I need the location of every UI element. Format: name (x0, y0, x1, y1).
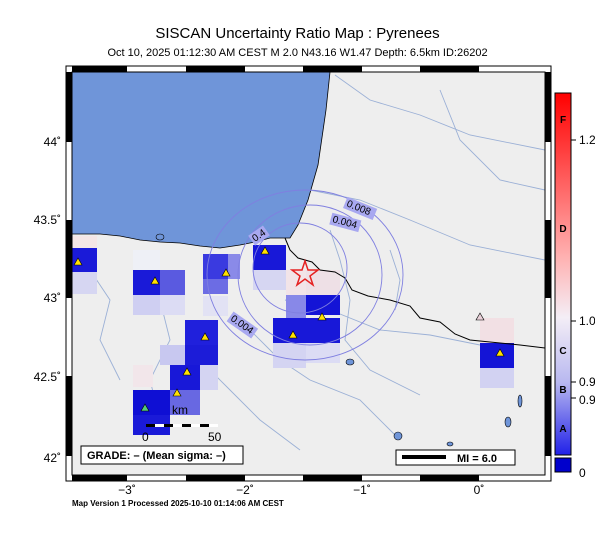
mi-legend-text: MI = 6.0 (457, 453, 497, 465)
scale-tick: 50 (208, 430, 222, 444)
lat-label: 43˚ (44, 291, 61, 305)
grade-box: GRADE: – (Mean sigma: –) (80, 445, 244, 465)
station-triangle (221, 268, 231, 277)
station-triangle (140, 403, 150, 412)
station-triangle (260, 246, 270, 255)
station-triangle (288, 330, 298, 339)
colorbar-gradient (554, 92, 572, 456)
grade-d-label: D (559, 224, 566, 235)
station-triangle (182, 367, 192, 376)
longitude-labels: −3˚ −2˚ −1˚ 0˚ (118, 483, 484, 497)
epicenter-star (289, 258, 321, 288)
station-triangle (73, 257, 83, 266)
stations (73, 246, 505, 412)
scale-unit: km (172, 403, 188, 417)
lon-label: −2˚ (236, 483, 254, 497)
ocean-area (72, 72, 331, 249)
lat-label: 42.5˚ (34, 370, 61, 384)
map-title: SISCAN Uncertainty Ratio Map : Pyrenees (155, 25, 440, 42)
grade-text: GRADE: – (Mean sigma: –) (87, 450, 226, 462)
grade-b-label: B (559, 385, 566, 396)
station-triangle (475, 312, 485, 321)
scale-tick: 0 (142, 430, 149, 444)
station-triangle (172, 388, 182, 397)
grade-f-label: F (560, 115, 566, 126)
lakes (155, 233, 523, 447)
lat-label: 42˚ (44, 451, 61, 465)
mi-legend: MI = 6.0 (395, 449, 516, 466)
latitude-labels: 44˚ 43.5˚ 43˚ 42.5˚ 42˚ (34, 135, 61, 465)
station-triangle (495, 348, 505, 357)
processing-footer: Map Version 1 Processed 2025-10-10 01:14… (72, 499, 284, 508)
station-triangle (317, 312, 327, 321)
colorbar-min-swatch (554, 457, 572, 473)
lat-label: 44˚ (44, 135, 61, 149)
colorbar-value: 0.9 (579, 393, 595, 407)
lon-label: −1˚ (353, 483, 371, 497)
colorbar-value: 1.2 (579, 133, 595, 147)
grade-c-label: C (559, 346, 566, 357)
station-triangle (150, 276, 160, 285)
colorbar: F D C B A 1.2 1.0 0.9 0.9 0 (554, 92, 595, 480)
lat-label: 43.5˚ (34, 213, 61, 227)
contour-lines (206, 189, 404, 361)
colorbar-value: 0 (579, 466, 586, 480)
lon-label: −3˚ (118, 483, 136, 497)
event-info: Oct 10, 2025 01:12:30 AM CEST M 2.0 N43.… (107, 47, 488, 59)
colorbar-value: 0.9 (579, 375, 595, 389)
border-line (284, 237, 545, 349)
station-triangle (200, 332, 210, 341)
uncertainty-cells (72, 236, 514, 435)
scale-bar: km 0 50 (142, 403, 222, 444)
map-border (65, 65, 552, 482)
lon-label: 0˚ (474, 483, 485, 497)
colorbar-value: 1.0 (579, 314, 595, 328)
grade-a-label: A (559, 424, 566, 435)
